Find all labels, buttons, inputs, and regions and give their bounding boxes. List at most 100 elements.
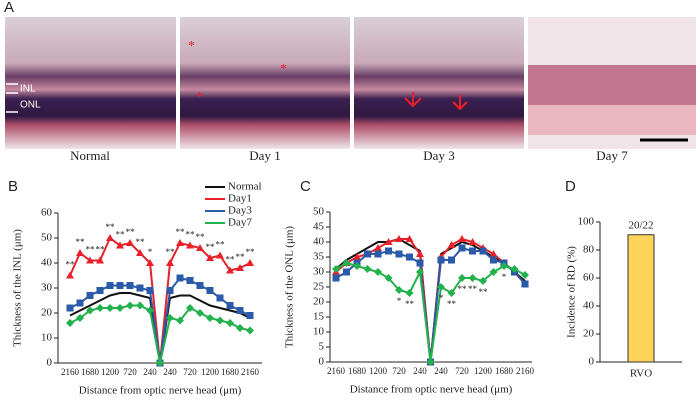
marker (246, 326, 254, 335)
marker (66, 271, 74, 279)
significance: ** (479, 287, 489, 297)
significance: ** (226, 255, 236, 265)
marker (458, 244, 466, 252)
x-tick-label: 1680 (495, 366, 514, 376)
marker (437, 283, 445, 291)
marker (490, 256, 497, 264)
x-tick-label: 720 (123, 367, 137, 377)
marker (246, 312, 254, 319)
marker (364, 250, 371, 258)
marker (166, 314, 174, 322)
significance: ** (246, 247, 256, 257)
x-tick-label: 2160 (516, 366, 535, 376)
image-caption: Day 7 (596, 148, 628, 163)
significance: ** (468, 284, 478, 294)
y-tick-label: 100 (578, 216, 595, 228)
marker (458, 274, 466, 282)
marker (384, 274, 393, 282)
layer-label: ONL (20, 100, 41, 111)
marker (226, 302, 234, 309)
marker (196, 282, 204, 289)
marker (521, 280, 529, 288)
marker (426, 358, 435, 366)
marker (500, 262, 508, 270)
marker (437, 256, 445, 264)
significance: ** (405, 299, 415, 309)
marker (405, 235, 414, 242)
panel-letter: C (300, 178, 311, 195)
y-tick-label: 60 (583, 272, 595, 284)
x-tick-label: 2160 (327, 366, 346, 376)
marker (374, 244, 382, 251)
marker (343, 268, 350, 276)
y-tick-label: 25 (313, 281, 325, 293)
x-tick-label: 1680 (81, 367, 100, 377)
marker (374, 268, 382, 276)
marker (196, 309, 204, 317)
marker (489, 268, 498, 276)
marker (96, 304, 104, 312)
significance: * (148, 247, 153, 257)
series-line (335, 261, 526, 363)
marker (332, 265, 340, 273)
marker (146, 306, 154, 315)
legend-label: Day1 (228, 193, 252, 205)
y-tick-label: 35 (313, 251, 325, 263)
marker (363, 265, 372, 273)
marker (353, 262, 361, 270)
significance: ** (86, 245, 96, 255)
y-tick-label: 0 (47, 357, 53, 369)
marker (186, 304, 194, 312)
marker (395, 250, 403, 258)
x-tick-label: 1200 (201, 367, 220, 377)
marker (489, 250, 498, 257)
significance: ** (458, 284, 468, 294)
marker (353, 253, 361, 260)
marker (76, 314, 84, 322)
marker (226, 319, 234, 327)
marker (395, 235, 403, 242)
marker (406, 253, 413, 261)
x-tick-label: 240 (434, 366, 448, 376)
marker (126, 239, 134, 246)
marker (116, 241, 124, 249)
panel-letter: B (8, 178, 18, 195)
marker (385, 247, 392, 255)
marker (216, 294, 224, 302)
marker (416, 268, 424, 276)
marker (447, 289, 456, 297)
asterisk: * (196, 90, 203, 105)
x-tick-label: 240 (413, 366, 427, 376)
marker (126, 301, 134, 310)
y-axis-label: Thickness of the INL (μm) (12, 229, 24, 347)
y-tick-label: 80 (583, 244, 595, 256)
x-axis-label: Distance from optic nerve head (μm) (350, 384, 513, 396)
x-tick-label: 240 (163, 367, 177, 377)
marker (416, 250, 424, 257)
marker (236, 324, 244, 332)
significance: ** (236, 252, 246, 262)
marker (216, 316, 224, 325)
y-tick-label: 50 (313, 206, 325, 218)
marker (447, 241, 456, 248)
marker (146, 287, 154, 294)
marker (96, 287, 104, 294)
bar (627, 234, 655, 363)
marker (136, 249, 144, 256)
x-tick-label: 240 (143, 367, 157, 377)
marker (236, 307, 244, 314)
series-line (69, 292, 251, 364)
significance: ** (196, 232, 206, 242)
marker (136, 284, 144, 292)
x-tick-label: 1200 (101, 367, 120, 377)
marker (206, 287, 214, 294)
value-label: 20/22 (628, 219, 653, 231)
legend-label: Normal (228, 181, 262, 193)
marker (384, 238, 393, 245)
marker (66, 319, 74, 327)
marker (206, 254, 214, 261)
image-caption: Normal (70, 148, 110, 163)
marker (510, 265, 519, 273)
marker (146, 259, 154, 266)
significance: ** (126, 227, 136, 237)
